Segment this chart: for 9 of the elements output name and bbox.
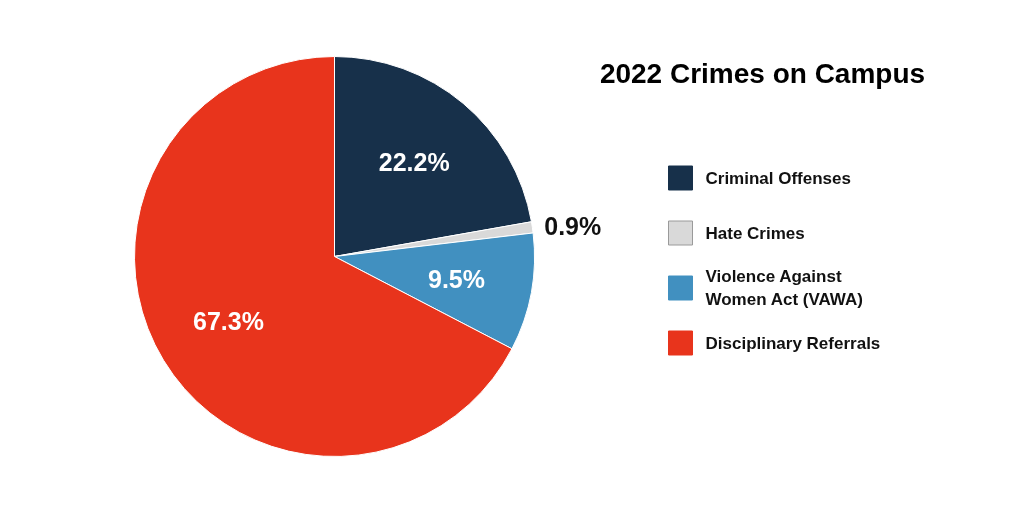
legend-label: Hate Crimes bbox=[705, 223, 805, 243]
data-label: 22.2% bbox=[378, 147, 450, 176]
data-label: 67.3% bbox=[193, 306, 264, 335]
chart-title: 2022 Crimes on Campus bbox=[599, 58, 926, 89]
data-label: 0.9% bbox=[544, 211, 602, 240]
legend-label: Criminal Offenses bbox=[705, 168, 851, 188]
data-label: 9.5% bbox=[427, 264, 485, 293]
legend-label: Violence Against Women Act (VAWA) bbox=[705, 266, 863, 310]
legend-label: Disciplinary Referrals bbox=[705, 333, 881, 353]
